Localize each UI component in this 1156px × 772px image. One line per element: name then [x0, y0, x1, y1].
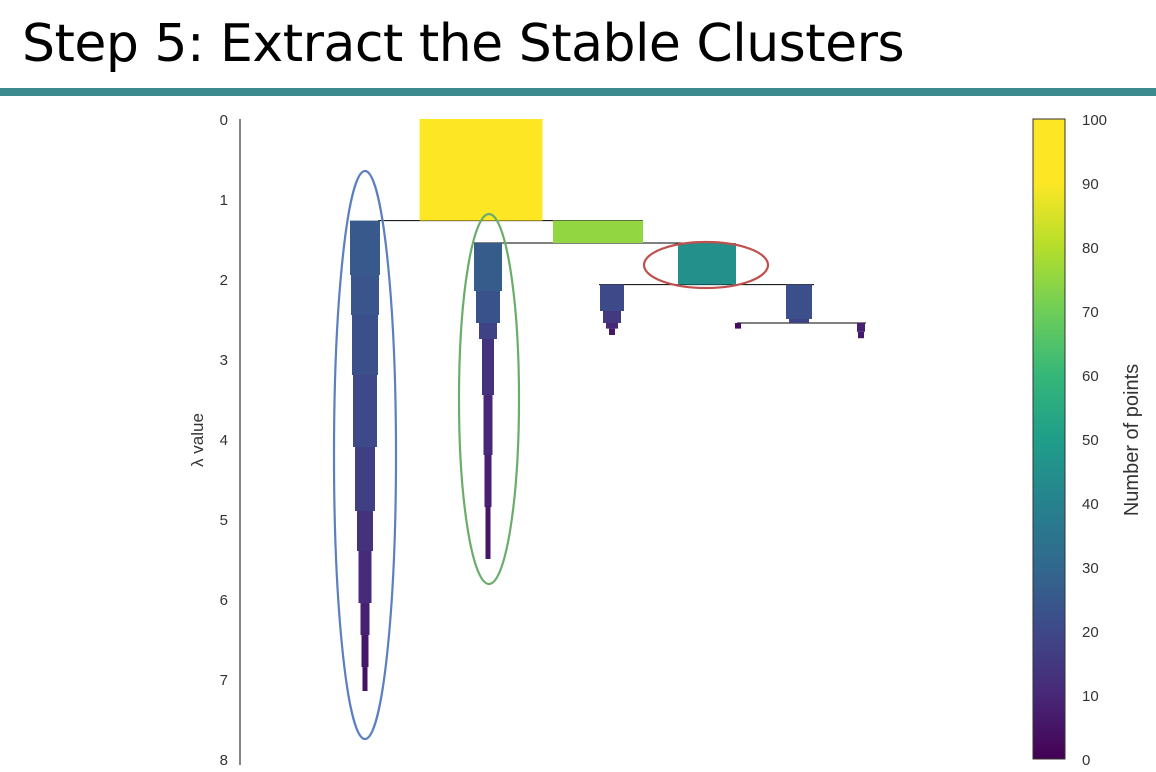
- cluster-bar-A: [360, 603, 370, 635]
- cluster-bar-B: [553, 220, 643, 243]
- cluster-bar-C: [474, 243, 502, 291]
- cluster-bars: [350, 119, 865, 691]
- cluster-bar-A: [355, 447, 375, 511]
- colorbar-tick-label: 50: [1082, 432, 1099, 449]
- colorbar-tick-label: 90: [1082, 176, 1099, 193]
- slide-title: Step 5: Extract the Stable Clusters: [22, 14, 905, 74]
- cluster-bar-C: [485, 507, 491, 559]
- cluster-bar-A: [361, 635, 369, 667]
- colorbar-tick-label: 100: [1082, 112, 1107, 129]
- cluster-bar-G: [735, 323, 741, 329]
- cluster-bar-C: [483, 395, 493, 455]
- cluster-bar-A: [353, 375, 377, 447]
- y-axis: 0 1 2 3 4 5 6 7 8: [220, 112, 241, 769]
- selected-ellipse-cluster-a: [332, 169, 398, 741]
- cluster-bar-root: [419, 119, 543, 221]
- colorbar: [1032, 118, 1066, 760]
- cluster-bar-A: [357, 511, 373, 551]
- cluster-bar-C: [482, 339, 494, 395]
- cluster-bar-A: [352, 315, 378, 375]
- cluster-bar-H: [857, 323, 865, 332]
- cluster-bar-H: [858, 331, 864, 339]
- cluster-bar-C: [484, 455, 492, 507]
- cluster-bar-E: [600, 284, 624, 311]
- y-tick-label: 2: [220, 272, 228, 289]
- colorbar-tick-label: 40: [1082, 496, 1099, 513]
- selected-cluster-markers: [332, 169, 770, 741]
- y-tick-label: 3: [220, 352, 228, 369]
- cluster-bar-D: [678, 243, 736, 285]
- colorbar-tick-label: 20: [1082, 624, 1099, 641]
- colorbar-label: Number of points: [1121, 364, 1143, 516]
- cluster-bar-F: [786, 284, 812, 319]
- colorbar-tick-label: 30: [1082, 560, 1099, 577]
- cluster-bar-E: [606, 323, 618, 329]
- y-tick-label: 7: [220, 672, 228, 689]
- colorbar-tick-label: 70: [1082, 304, 1099, 321]
- y-tick-label: 4: [220, 432, 228, 449]
- y-tick-label: 5: [220, 512, 228, 529]
- y-tick-label: 0: [220, 112, 228, 129]
- cluster-bar-A: [358, 551, 372, 603]
- colorbar-ticks: 0 10 20 30 40 50 60 70 80 90 100: [1082, 112, 1107, 769]
- y-tick-label: 8: [220, 752, 228, 769]
- cluster-bar-E: [609, 328, 615, 335]
- colorbar-tick-label: 60: [1082, 368, 1099, 385]
- title-rule: [0, 88, 1156, 96]
- selected-ellipse-cluster-d: [642, 240, 770, 290]
- cluster-bar-C: [479, 323, 497, 339]
- selected-ellipse-cluster-c: [457, 212, 521, 586]
- colorbar-tick-label: 10: [1082, 688, 1099, 705]
- cluster-bar-A: [350, 220, 380, 275]
- cluster-bar-A: [362, 667, 368, 691]
- colorbar-tick-label: 80: [1082, 240, 1099, 257]
- cluster-bar-F: [789, 319, 809, 323]
- cluster-bar-A: [351, 275, 379, 315]
- cluster-bar-E: [603, 311, 621, 323]
- colorbar-tick-label: 0: [1082, 752, 1090, 769]
- y-tick-label: 1: [220, 192, 228, 209]
- y-axis-label: λ value: [188, 413, 207, 467]
- y-tick-label: 6: [220, 592, 228, 609]
- cluster-bar-C: [476, 291, 500, 323]
